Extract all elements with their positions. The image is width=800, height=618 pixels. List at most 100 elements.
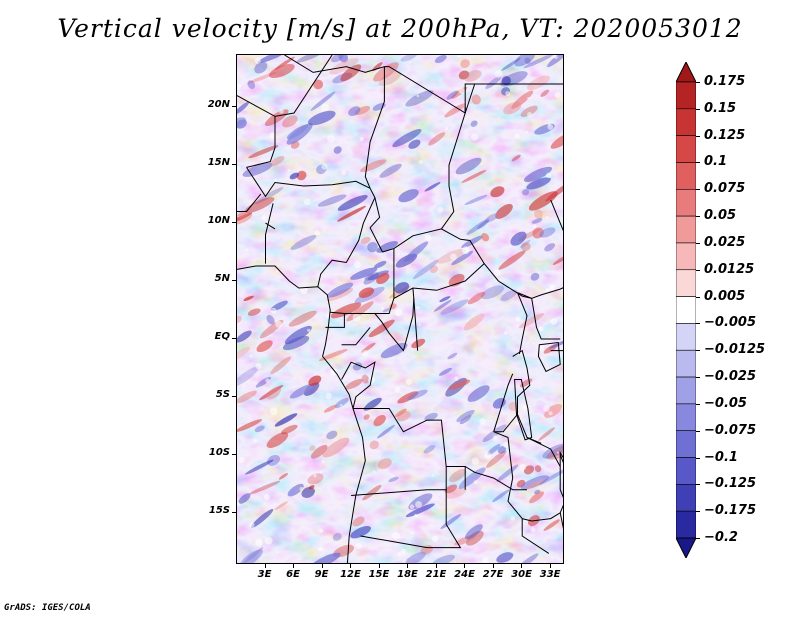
updraft-feature (458, 70, 470, 80)
updraft-feature (532, 227, 544, 239)
downdraft-feature (363, 272, 379, 285)
grads-credit: GrADS: IGES/COLA (4, 603, 91, 613)
downdraft-feature (514, 55, 536, 67)
near-zero-feature (416, 94, 420, 98)
updraft-feature (448, 379, 471, 390)
colorbar-segment (676, 296, 696, 324)
near-zero-feature (237, 83, 242, 90)
near-zero-feature (319, 471, 323, 474)
near-zero-feature (269, 407, 278, 416)
updraft-feature (481, 233, 490, 242)
updraft-feature (259, 384, 284, 401)
border-line (317, 197, 376, 287)
colorbar-label: 0.005 (704, 288, 746, 304)
near-zero-feature (514, 133, 520, 139)
downdraft-feature (440, 299, 469, 315)
updraft-feature (249, 480, 281, 495)
near-zero-feature (533, 224, 537, 228)
border-line (351, 489, 462, 549)
downdraft-feature (501, 57, 521, 71)
near-zero-feature (327, 134, 335, 143)
border-line (493, 413, 518, 433)
downdraft-feature (496, 552, 514, 563)
downdraft-feature (332, 532, 342, 541)
downdraft-feature (446, 90, 459, 100)
downdraft-feature (405, 90, 434, 107)
downdraft-feature (522, 189, 530, 196)
near-zero-feature (414, 513, 418, 518)
colorbar-label: 0.125 (704, 127, 746, 143)
updraft-feature (372, 62, 383, 72)
downdraft-feature (251, 509, 274, 528)
updraft-feature (486, 450, 507, 468)
colorbar (676, 62, 696, 558)
near-zero-feature (249, 354, 253, 358)
near-zero-feature (473, 480, 478, 485)
updraft-feature (540, 89, 550, 97)
near-zero-feature (397, 552, 402, 556)
lat-tick-label: 15N (207, 157, 230, 169)
downdraft-feature (326, 430, 338, 440)
updraft-feature (397, 391, 419, 404)
downdraft-feature (254, 61, 268, 74)
border-line (237, 265, 366, 563)
downdraft-feature (289, 384, 314, 399)
downdraft-feature (547, 55, 563, 68)
updraft-feature (538, 427, 555, 441)
near-zero-feature (279, 109, 284, 114)
near-zero-feature (545, 216, 549, 220)
downdraft-feature (237, 330, 252, 343)
updraft-feature (377, 458, 392, 469)
downdraft-feature (398, 189, 419, 203)
lat-tick-mark (232, 395, 236, 397)
downdraft-feature (303, 382, 320, 396)
updraft-feature (362, 484, 382, 501)
border-line (382, 228, 532, 299)
downdraft-feature (247, 80, 256, 89)
downdraft-feature (334, 397, 349, 409)
updraft-feature (529, 491, 544, 504)
border-line (464, 466, 527, 491)
downdraft-feature (526, 177, 551, 190)
updraft-feature (373, 62, 399, 82)
downdraft-feature (282, 335, 310, 351)
border-line (341, 327, 371, 346)
near-zero-feature (325, 392, 332, 400)
downdraft-feature (456, 409, 475, 422)
near-zero-feature (556, 451, 560, 454)
updraft-feature (428, 132, 446, 146)
updraft-feature (323, 404, 338, 413)
near-zero-feature (237, 165, 241, 171)
colorbar-extend-bottom (676, 537, 696, 558)
near-zero-feature (264, 536, 273, 545)
updraft-feature (313, 79, 324, 90)
updraft-feature (461, 169, 487, 183)
lon-tick-mark (350, 564, 352, 568)
updraft-feature (498, 250, 526, 270)
downdraft-feature (337, 194, 368, 211)
near-zero-feature (255, 362, 262, 370)
downdraft-feature (284, 325, 312, 345)
border-line (237, 55, 333, 117)
downdraft-feature (451, 250, 474, 266)
updraft-feature (552, 255, 563, 265)
colorbar-segment (676, 349, 696, 378)
downdraft-feature (496, 464, 519, 482)
near-zero-feature (237, 502, 240, 506)
near-zero-feature (527, 96, 530, 100)
downdraft-feature (539, 227, 556, 238)
colorbar-label: −0.075 (704, 422, 757, 438)
downdraft-feature (408, 139, 421, 149)
colorbar-tick (696, 403, 700, 405)
near-zero-feature (547, 123, 551, 126)
updraft-feature (525, 479, 544, 489)
downdraft-feature (403, 241, 429, 263)
updraft-feature (543, 519, 560, 531)
updraft-feature (467, 291, 486, 305)
updraft-feature (266, 432, 289, 448)
near-zero-feature (249, 522, 255, 528)
near-zero-feature (416, 305, 420, 310)
downdraft-feature (310, 552, 341, 563)
lat-tick-mark (232, 337, 236, 339)
near-zero-feature (527, 112, 532, 117)
